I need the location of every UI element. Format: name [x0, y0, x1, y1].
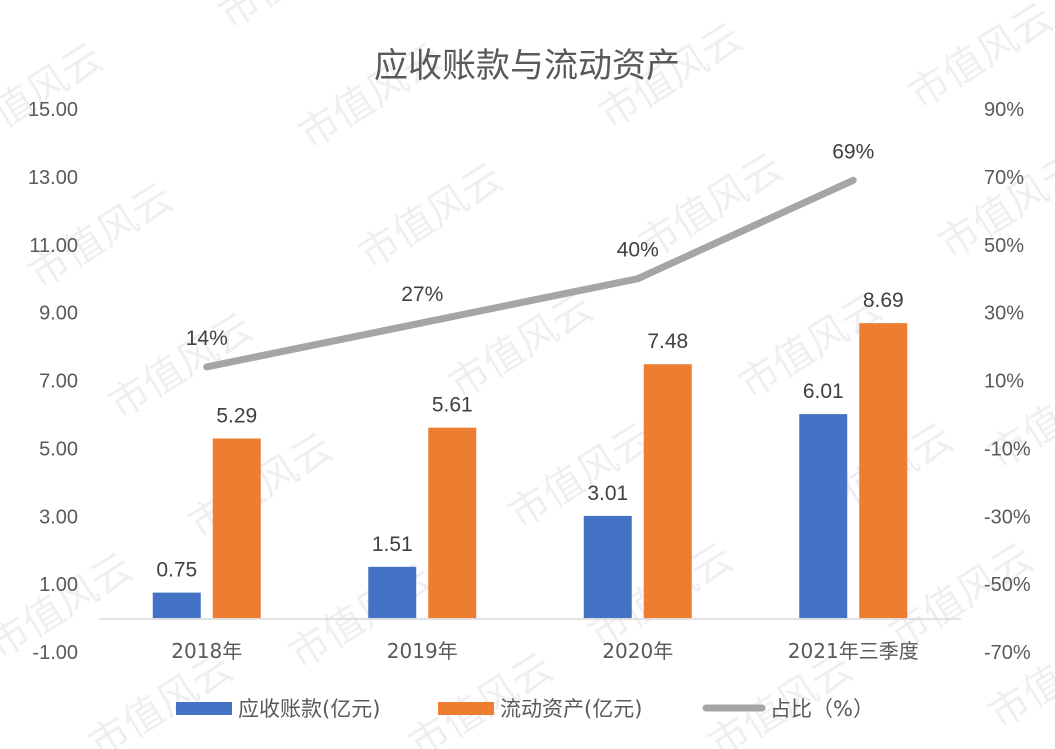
watermark-text: 市值风云: [181, 425, 341, 549]
right-axis-ticks: 90% 70% 50% 30% 10% -10% -30% -50% -70%: [984, 99, 1031, 664]
right-tick-label: 70%: [984, 167, 1024, 189]
watermark-text: 市值风云: [501, 415, 661, 539]
right-tick-label: -50%: [984, 574, 1031, 596]
legend-swatch-current-assets: [438, 702, 494, 715]
bars: [152, 323, 908, 619]
left-axis-ticks: 15.00 13.00 11.00 9.00 7.00 5.00 3.00 1.00 -1.00: [28, 99, 78, 664]
receivables-data-label: 0.75: [156, 559, 197, 582]
left-tick-label: 5.00: [39, 438, 78, 460]
right-tick-label: 90%: [984, 99, 1024, 121]
left-tick-label: 11.00: [29, 235, 78, 257]
left-tick-label: 3.00: [39, 506, 78, 528]
category-labels: 2018年 2019年 2020年 2021年三季度: [171, 639, 918, 663]
watermark-text: 市值风云: [901, 0, 1055, 118]
receivables-bar: [799, 414, 848, 619]
ratio-data-label: 69%: [832, 140, 874, 163]
chart-title: 应收账款与流动资产: [374, 46, 680, 86]
category-label: 2018年: [171, 639, 242, 663]
right-tick-label: 10%: [984, 371, 1024, 393]
left-tick-label: 13.00: [28, 167, 78, 189]
receivables-data-label: 6.01: [803, 380, 844, 403]
ratio-data-label: 14%: [186, 327, 228, 350]
current-assets-data-label: 5.61: [432, 394, 473, 417]
line-series: [203, 176, 857, 371]
receivables-bar: [368, 566, 417, 619]
right-tick-label: 30%: [984, 303, 1024, 325]
ratio-line: [203, 176, 857, 371]
legend-label-ratio: 占比（%）: [770, 697, 874, 721]
right-tick-label: -70%: [984, 642, 1031, 664]
data-labels: 0.75 5.29 1.51 5.61 3.01 7.48 6.01 8.69 14% 27% 40…: [156, 140, 903, 581]
ratio-data-label: 27%: [401, 283, 443, 306]
right-tick-label: 50%: [984, 235, 1024, 257]
category-label: 2019年: [387, 639, 458, 663]
left-tick-label: 7.00: [39, 371, 78, 393]
legend: 应收账款(亿元) 流动资产(亿元) 占比（%）: [176, 697, 874, 721]
legend-label-receivables: 应收账款(亿元): [238, 697, 380, 721]
current-assets-data-label: 5.29: [216, 405, 257, 428]
ratio-data-label: 40%: [617, 239, 659, 262]
right-tick-label: -30%: [984, 506, 1031, 528]
receivables-bar: [583, 515, 632, 619]
current-assets-bar: [643, 364, 692, 619]
category-label: 2020年: [602, 639, 673, 663]
watermark-text: 市值风云: [351, 155, 511, 279]
current-assets-bar: [428, 427, 477, 619]
watermark-text: 市值风云: [981, 615, 1055, 739]
legend-label-current-assets: 流动资产(亿元): [500, 697, 642, 721]
category-label: 2021年三季度: [788, 639, 919, 663]
left-tick-label: -1.00: [32, 642, 78, 664]
current-assets-bar: [212, 438, 261, 619]
watermark-text: 市值风云: [211, 0, 371, 38]
legend-swatch-receivables: [176, 702, 232, 715]
right-tick-label: -10%: [984, 438, 1031, 460]
current-assets-bar: [859, 323, 908, 619]
current-assets-data-label: 7.48: [647, 330, 688, 353]
receivables-data-label: 1.51: [372, 533, 413, 556]
current-assets-data-label: 8.69: [863, 289, 904, 312]
left-tick-label: 15.00: [28, 99, 78, 121]
left-tick-label: 1.00: [39, 574, 78, 596]
watermark-text: 市值风云: [0, 35, 111, 159]
receivables-bar: [152, 592, 201, 619]
left-tick-label: 9.00: [39, 303, 78, 325]
receivables-data-label: 3.01: [587, 482, 628, 505]
